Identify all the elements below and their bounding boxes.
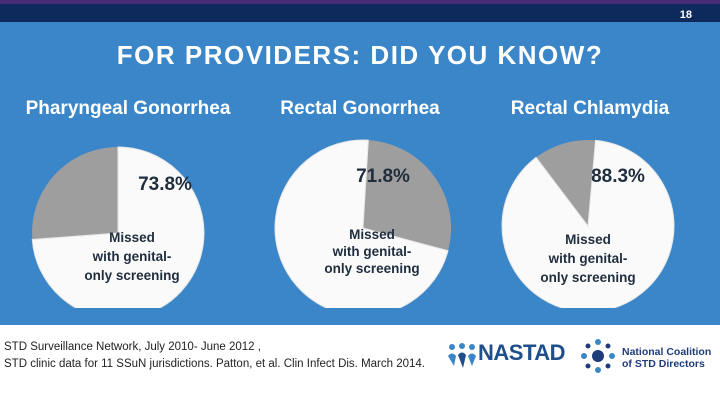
ncsd-logo-icon [581, 339, 615, 373]
pie-slice-missed [31, 146, 205, 308]
missed-label-line-3: only screening [324, 261, 419, 276]
footer [0, 325, 720, 405]
ncsd-logo-text: National Coalition of STD Directors [622, 346, 711, 370]
missed-label-line-2: with genital- [548, 251, 628, 266]
nastad-logo-text: NASTAD [478, 340, 566, 365]
missed-label-line-2: with genital- [92, 249, 172, 264]
percent-label: 88.3% [591, 166, 645, 187]
pie-svg: 88.3% Missed with genital- only screenin… [501, 139, 675, 308]
pie-slice-detected [31, 147, 119, 240]
missed-label-line-2: with genital- [332, 244, 412, 259]
pie-chart-rectal-chlamydia: Rectal Chlamydia 88.3% Missed with genit… [470, 98, 710, 308]
chart-title: Rectal Gonorrhea [280, 98, 440, 119]
percent-label: 71.8% [356, 166, 410, 187]
missed-label-line-1: Missed [349, 227, 395, 242]
slide-title: FOR PROVIDERS: DID YOU KNOW? [116, 40, 604, 70]
missed-label-line-3: only screening [540, 270, 635, 285]
source-line-1: STD Surveillance Network, July 2010- Jun… [4, 341, 261, 353]
pie-chart-rectal-gonorrhea: Rectal Gonorrhea 71.8% Missed with genit… [240, 98, 480, 308]
chart-title: Pharyngeal Gonorrhea [25, 98, 231, 119]
slide-number: 18 [679, 9, 692, 21]
ncsd-line-1: National Coalition [622, 346, 712, 358]
missed-label-line-1: Missed [109, 230, 155, 245]
missed-label-line-1: Missed [565, 232, 611, 247]
source-line-2: STD clinic data for 11 SSuN jurisdiction… [4, 358, 425, 370]
pie-svg: 73.8% Missed with genital- only screenin… [31, 146, 205, 308]
pie-slice-detected [536, 140, 596, 226]
pie-slice-missed [274, 139, 449, 308]
ncsd-line-2: of STD Directors [622, 358, 705, 370]
pie-slice-detected [363, 140, 452, 251]
pie-slice-missed [501, 139, 675, 308]
nastad-people-icon [448, 343, 476, 368]
chart-title: Rectal Chlamydia [510, 98, 670, 119]
percent-label: 73.8% [138, 174, 192, 195]
pie-chart-pharyngeal-gonorrhea: Pharyngeal Gonorrhea 73.8% Missed with g… [8, 98, 248, 308]
pie-svg: 71.8% Missed with genital- only screenin… [274, 139, 452, 308]
top-bar: 18 [0, 0, 720, 22]
missed-label-line-3: only screening [84, 268, 179, 283]
